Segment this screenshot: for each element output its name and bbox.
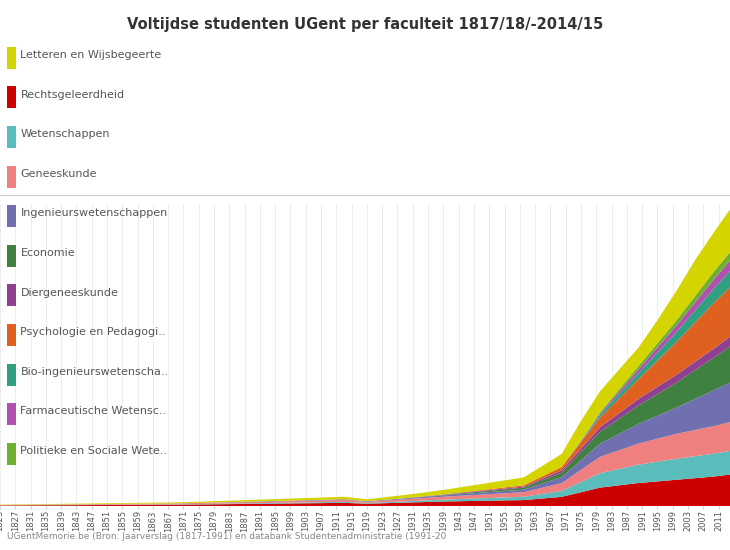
Text: Diergeneeskunde: Diergeneeskunde (20, 288, 118, 298)
Text: Letteren en Wijsbegeerte: Letteren en Wijsbegeerte (20, 50, 161, 60)
Text: UGentMemorie.be (Bron: Jaarverslag (1817-1991) en databank Studentenadministrati: UGentMemorie.be (Bron: Jaarverslag (1817… (7, 532, 447, 541)
Text: Politieke en Sociale Wete..: Politieke en Sociale Wete.. (20, 446, 167, 456)
Text: Wetenschappen: Wetenschappen (20, 129, 110, 139)
Text: Voltijdse studenten UGent per faculteit 1817/18/-2014/15: Voltijdse studenten UGent per faculteit … (127, 16, 603, 31)
Text: Geneeskunde: Geneeskunde (20, 169, 97, 179)
Text: Psychologie en Pedagogi..: Psychologie en Pedagogi.. (20, 327, 166, 337)
Text: Ingenieurswetenschappen: Ingenieurswetenschappen (20, 208, 168, 218)
Text: Rechtsgeleerdheid: Rechtsgeleerdheid (20, 90, 125, 100)
Text: Bio-ingenieurswetenscha..: Bio-ingenieurswetenscha.. (20, 367, 169, 377)
Text: Farmaceutische Wetensc..: Farmaceutische Wetensc.. (20, 406, 166, 416)
Text: Economie: Economie (20, 248, 75, 258)
